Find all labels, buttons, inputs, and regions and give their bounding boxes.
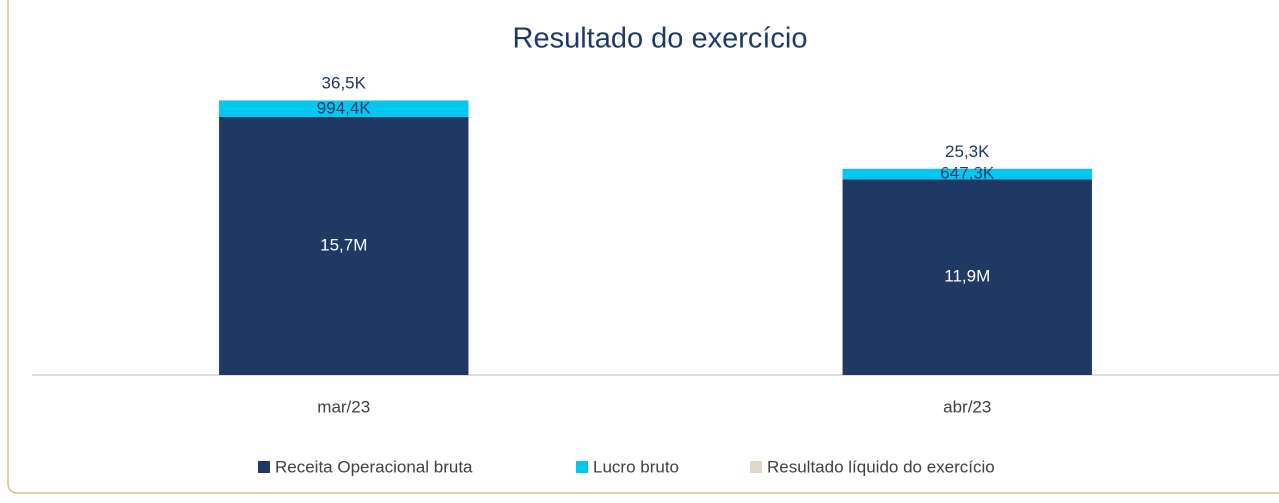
bar-segment — [219, 100, 469, 117]
bar-segment — [219, 116, 469, 375]
bar-segment — [842, 179, 1092, 375]
data-label: 647,3K — [940, 164, 995, 183]
bar-segment — [842, 168, 1092, 180]
chart-title: Resultado do exercício — [513, 23, 808, 55]
data-label: 15,7M — [320, 235, 367, 254]
data-label: 25,3K — [945, 142, 990, 161]
x-tick-label: mar/23 — [317, 397, 370, 416]
frame — [7, 0, 1279, 494]
legend-label: Receita Operacional bruta — [275, 457, 473, 476]
legend-swatch — [750, 461, 762, 473]
data-label: 11,9M — [944, 267, 990, 286]
legend-swatch — [576, 461, 588, 473]
legend-swatch — [258, 461, 270, 473]
data-label: 994,4K — [317, 98, 372, 117]
legend-label: Resultado líquido do exercício — [767, 457, 995, 476]
x-tick-label: abr/23 — [943, 397, 991, 416]
bar-segment — [219, 100, 469, 101]
data-label: 36,5K — [322, 73, 367, 92]
legend-label: Lucro bruto — [593, 457, 679, 476]
